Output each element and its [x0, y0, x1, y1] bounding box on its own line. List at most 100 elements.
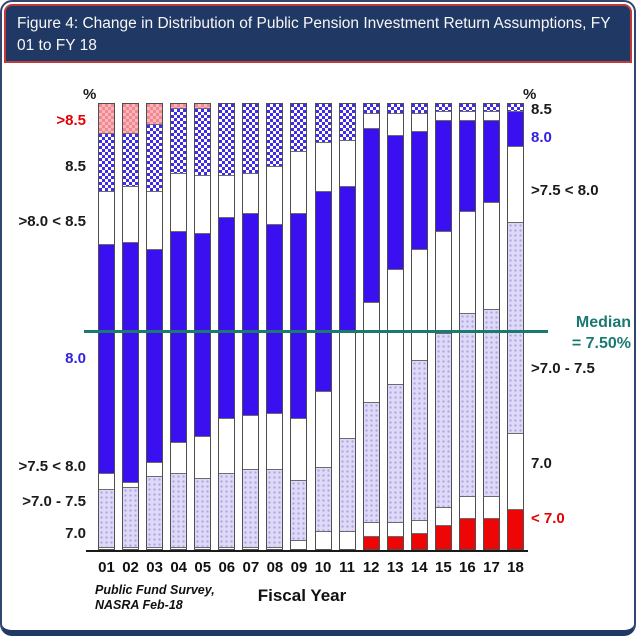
segment-7.07.5-fy16 [459, 313, 475, 496]
segment-8.08.5-fy17 [483, 110, 499, 120]
right-label-7.0: < 7.0 [531, 510, 565, 527]
segment-8.5-fy02 [123, 104, 139, 133]
bar-fy11 [338, 103, 356, 550]
right-label-7.58.0: >7.5 < 8.0 [531, 182, 599, 199]
segment-7.58.0-fy01 [99, 473, 114, 489]
bar-fy17 [482, 103, 500, 550]
segment-7.0-fy03 [147, 546, 163, 549]
segment-8.0-fy11 [339, 186, 355, 331]
segment-7.58.0-fy08 [267, 413, 283, 469]
left-percent-sign: % [83, 86, 97, 103]
x-tick-fy18: 18 [507, 559, 524, 576]
segment-8.08.5-fy01 [99, 190, 114, 245]
segment-8.5-fy03 [147, 104, 163, 125]
x-tick-fy01: 01 [98, 559, 115, 576]
bar-fy03 [146, 103, 164, 550]
segment-7.58.0-fy03 [147, 462, 163, 476]
segment-8.08.5-fy16 [459, 110, 475, 120]
bar-fy12 [362, 103, 380, 550]
plot-area [90, 103, 526, 550]
segment-8.08.5-fy08 [267, 166, 283, 225]
segment-8.5-fy05 [195, 104, 211, 109]
x-tick-fy12: 12 [362, 559, 380, 576]
segment-7.0-fy08 [267, 546, 283, 549]
segment-8.08.5-fy15 [435, 110, 451, 120]
segment-7.0-fy18 [508, 433, 524, 509]
segment-8.08.5-fy14 [411, 112, 427, 131]
segment-7.0-fy14 [411, 520, 427, 534]
segment-8.5-fy01 [99, 104, 114, 133]
x-tick-fy10: 10 [314, 559, 332, 576]
segment-7.58.0-fy09 [291, 417, 307, 480]
segment-7.0-fy13 [387, 535, 403, 549]
title-bar: Figure 4: Change in Distribution of Publ… [4, 4, 632, 63]
segment-8.5-fy12 [363, 104, 379, 113]
segment-8.0-fy02 [123, 241, 139, 483]
segment-8.5-fy17 [483, 104, 499, 111]
left-label-8.0: 8.0 [65, 350, 86, 367]
right-label-8.5: 8.5 [531, 101, 552, 118]
segment-7.58.0-fy13 [387, 268, 403, 385]
x-tick-fy05: 05 [194, 559, 212, 576]
x-tick-fy03: 03 [146, 559, 163, 576]
segment-7.0-fy04 [171, 546, 187, 549]
median-label: Median = 7.50% [521, 312, 631, 354]
segment-7.07.5-fy03 [147, 475, 163, 547]
segment-7.0-fy07 [243, 546, 259, 549]
segment-8.08.5-fy11 [339, 139, 355, 187]
segment-8.0-fy01 [99, 244, 114, 474]
right-percent-sign: % [523, 86, 537, 103]
segment-7.07.5-fy04 [171, 473, 187, 547]
bar-fy08 [266, 103, 284, 550]
segment-7.0-fy14 [411, 533, 427, 549]
segment-8.0-fy18 [508, 110, 524, 147]
segment-7.0-fy11 [339, 531, 355, 549]
segment-7.0-fy16 [459, 517, 475, 549]
left-label-8.5: 8.5 [65, 158, 86, 175]
segment-7.0-fy12 [363, 522, 379, 536]
segment-8.5-fy11 [339, 104, 355, 140]
segment-8.0-fy04 [171, 230, 187, 443]
segment-8.0-fy03 [147, 248, 163, 463]
segment-8.5-fy06 [219, 104, 235, 176]
bar-fy07 [242, 103, 260, 550]
bar-fy16 [458, 103, 476, 550]
bar-fy14 [410, 103, 428, 550]
bar-fy06 [218, 103, 236, 550]
x-tick-fy07: 07 [242, 559, 260, 576]
segment-8.5-fy09 [291, 104, 307, 151]
source-line2: NASRA Feb-18 [95, 598, 183, 612]
segment-8.5-fy14 [411, 104, 427, 113]
segment-8.5-fy04 [171, 104, 187, 109]
segment-8.5-fy01 [99, 132, 114, 191]
segment-8.5-fy13 [387, 104, 403, 113]
segment-8.0-fy09 [291, 213, 307, 418]
segment-7.07.5-fy12 [363, 402, 379, 523]
source-line1: Public Fund Survey, [95, 583, 215, 597]
segment-7.0-fy17 [483, 495, 499, 518]
segment-7.0-fy16 [459, 495, 475, 518]
median-line [84, 330, 548, 333]
median-label-line1: Median [575, 314, 631, 331]
segment-8.0-fy06 [219, 217, 235, 418]
bar-fy13 [386, 103, 404, 550]
x-tick-fy04: 04 [170, 559, 188, 576]
left-label-8.08.5: >8.0 < 8.5 [18, 213, 86, 230]
segment-7.07.5-fy09 [291, 480, 307, 541]
segment-8.0-fy08 [267, 224, 283, 414]
segment-7.58.0-fy02 [123, 482, 139, 487]
segment-7.0-fy09 [291, 540, 307, 549]
segment-8.5-fy15 [435, 104, 451, 111]
left-label-7.58.0: >7.5 < 8.0 [18, 458, 86, 475]
left-label-7.07.5: >7.0 - 7.5 [22, 493, 86, 510]
segment-8.0-fy05 [195, 233, 211, 436]
segment-8.0-fy07 [243, 213, 259, 416]
segment-8.5-fy05 [195, 108, 211, 176]
x-tick-fy16: 16 [459, 559, 476, 576]
segment-7.58.0-fy11 [339, 330, 355, 438]
x-tick-fy17: 17 [483, 559, 500, 576]
segment-7.0-fy12 [363, 535, 379, 549]
x-axis-line [86, 550, 528, 552]
segment-8.5-fy07 [243, 104, 259, 173]
